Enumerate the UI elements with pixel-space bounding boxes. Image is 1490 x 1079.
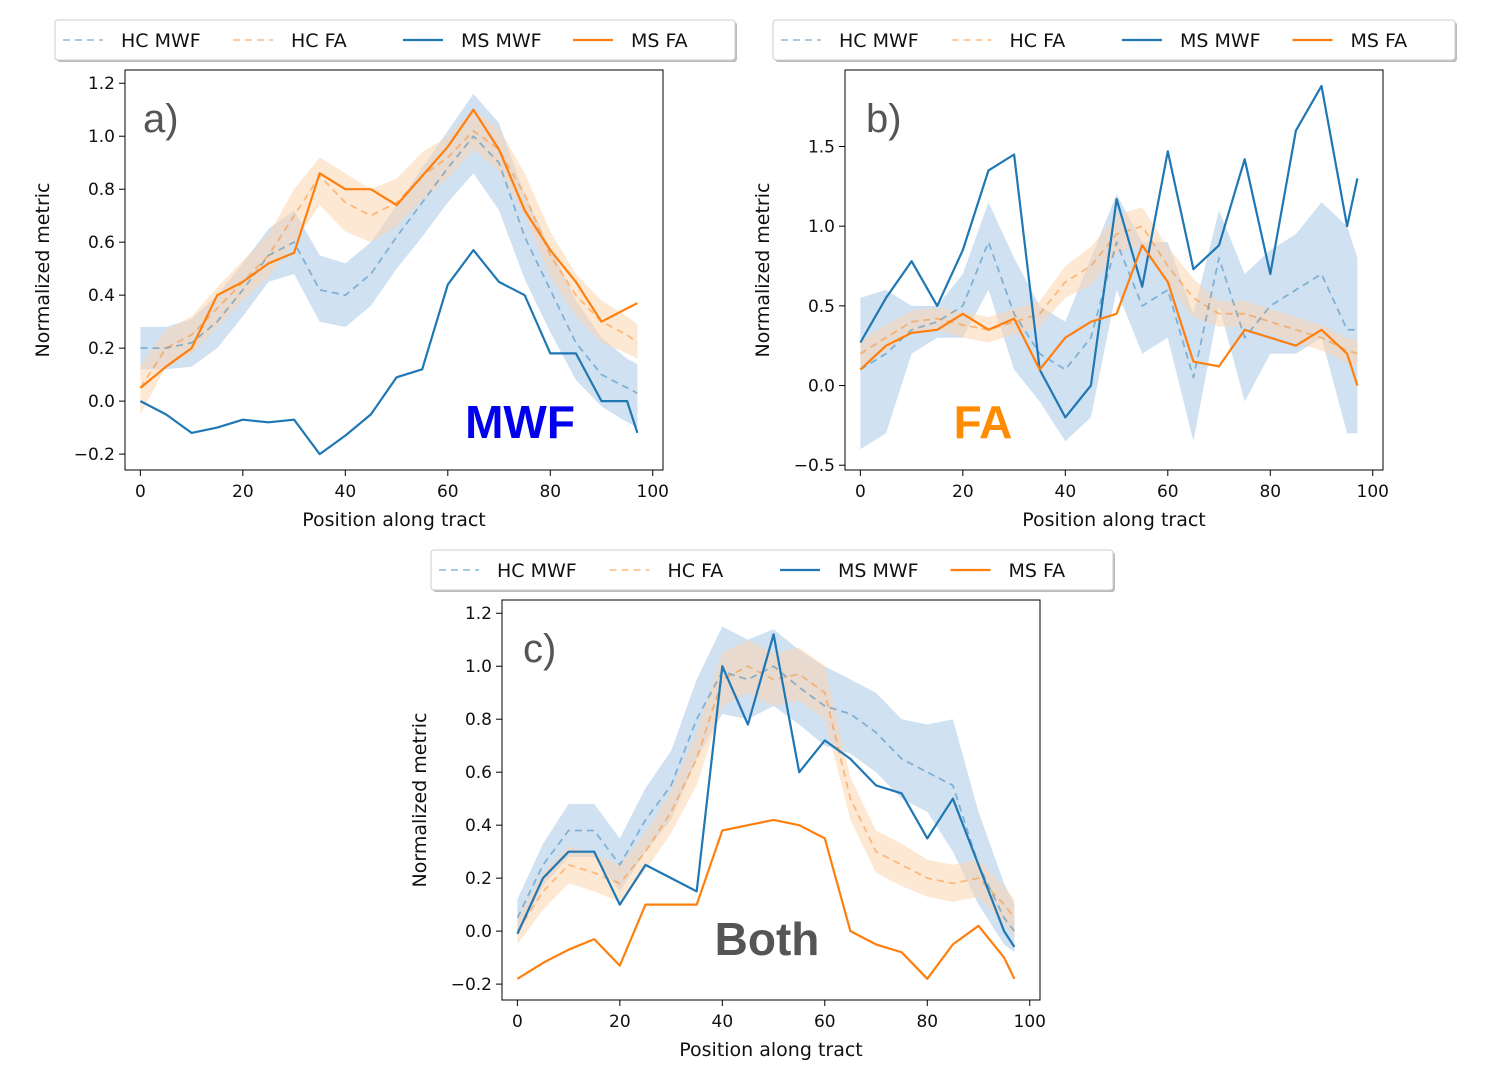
x-tick-label: 20 (952, 482, 974, 502)
band-hc-mwf (860, 194, 1358, 450)
y-tick-label: 0.2 (465, 869, 492, 889)
x-axis-label: Position along tract (302, 509, 486, 531)
legend: HC MWF HC FA MS MWF MS FA (772, 19, 1457, 62)
y-axis-label: Normalized metric (752, 183, 774, 358)
y-tick-label: 1.0 (88, 127, 115, 147)
x-tick-label: 100 (637, 482, 669, 502)
legend-label: HC FA (668, 560, 724, 582)
x-tick-label: 40 (1055, 482, 1077, 502)
y-axis-label: Normalized metric (32, 183, 54, 358)
x-tick-label: 0 (512, 1012, 523, 1032)
x-tick-label: 60 (814, 1012, 836, 1032)
y-tick-label: 0.0 (88, 392, 115, 412)
legend-label: MS FA (1351, 30, 1408, 52)
x-tick-label: 100 (1357, 482, 1389, 502)
legend: HC MWF HC FA MS MWF MS FA (430, 549, 1115, 592)
x-tick-label: 0 (855, 482, 866, 502)
panel-tag: c) (523, 627, 556, 671)
y-tick-label: 0.0 (465, 922, 492, 942)
chart-panel-3: 0 20 40 60 80 100 −0.2 0.0 0.2 0.4 0.6 0.8 1.0 1.2 Pos… (409, 549, 1115, 1061)
legend-label: HC MWF (839, 30, 919, 52)
series-line-hc-mwf (516, 665, 1016, 932)
x-tick-label: 60 (1157, 482, 1179, 502)
x-tick-label: 80 (1259, 482, 1281, 502)
plot-frame (501, 599, 1041, 1001)
band-hc-fa (140, 109, 638, 415)
series-line-hc-mwf (140, 135, 638, 395)
x-tick-label: 40 (712, 1012, 734, 1032)
y-tick-label: 1.5 (808, 137, 835, 157)
y-tick-label: −0.5 (794, 456, 835, 476)
legend-label: MS MWF (838, 560, 919, 582)
x-tick-label: 20 (609, 1012, 631, 1032)
y-tick-label: 1.2 (88, 74, 115, 94)
x-tick-label: 100 (1014, 1012, 1046, 1032)
legend-label: HC FA (1010, 30, 1066, 52)
legend-label: MS MWF (461, 30, 542, 52)
panel-tag: a) (143, 97, 179, 141)
series-line-ms-mwf (516, 633, 1016, 948)
y-tick-label: −0.2 (451, 975, 492, 995)
series-line-ms-fa (516, 818, 1016, 980)
y-tick-label: −0.2 (74, 445, 115, 465)
y-tick-label: 0.5 (808, 297, 835, 317)
legend-box (430, 549, 1114, 591)
chart-panel-2: 0 20 40 60 80 100 −0.5 0.0 0.5 1.0 1.5 Position alo… (752, 19, 1457, 531)
plot-frame (844, 69, 1384, 471)
panel-word: Both (715, 913, 820, 965)
x-tick-label: 60 (437, 482, 459, 502)
x-axis-label: Position along tract (1022, 509, 1206, 531)
y-tick-label: 0.4 (88, 286, 115, 306)
y-axis-label: Normalized metric (409, 713, 431, 888)
legend-label: MS FA (631, 30, 688, 52)
legend-box (54, 19, 736, 61)
panel-word: FA (954, 396, 1013, 448)
x-tick-label: 20 (232, 482, 254, 502)
x-tick-label: 80 (916, 1012, 938, 1032)
y-tick-label: 1.0 (465, 657, 492, 677)
panel-tag: b) (866, 97, 902, 141)
series-line-hc-fa (859, 225, 1358, 355)
panel-word: MWF (465, 396, 575, 448)
legend-label: MS FA (1009, 560, 1066, 582)
y-tick-label: 0.0 (808, 377, 835, 397)
x-tick-label: 80 (539, 482, 561, 502)
band-hc-fa (517, 639, 1015, 945)
series-line-hc-fa (139, 129, 638, 389)
series-line-hc-mwf (859, 241, 1358, 379)
series-line-ms-mwf (139, 249, 639, 456)
plot-frame (124, 69, 664, 471)
series-line-hc-fa (516, 665, 1016, 932)
x-tick-label: 0 (135, 482, 146, 502)
band-hc-mwf (517, 626, 1015, 953)
y-tick-label: 0.2 (88, 339, 115, 359)
series-line-ms-mwf (859, 84, 1359, 419)
legend: HC MWF HC FA MS MWF MS FA (54, 19, 737, 62)
legend-label: HC FA (291, 30, 347, 52)
legend-label: HC MWF (497, 560, 577, 582)
y-tick-label: 1.0 (808, 217, 835, 237)
legend-label: MS MWF (1180, 30, 1261, 52)
legend-label: HC MWF (121, 30, 201, 52)
y-tick-label: 0.4 (465, 816, 492, 836)
y-tick-label: 0.6 (465, 763, 492, 783)
y-tick-label: 0.8 (88, 180, 115, 200)
y-tick-label: 0.6 (88, 233, 115, 253)
series-line-ms-fa (859, 244, 1359, 386)
y-tick-label: 1.2 (465, 604, 492, 624)
legend-box (772, 19, 1456, 61)
chart-panel-1: 0 20 40 60 80 100 −0.2 0.0 0.2 0.4 0.6 0.8 1.0 1.2 Pos… (32, 19, 737, 531)
y-tick-label: 0.8 (465, 710, 492, 730)
x-tick-label: 40 (335, 482, 357, 502)
x-axis-label: Position along tract (679, 1039, 863, 1061)
series-line-ms-fa (139, 108, 638, 389)
